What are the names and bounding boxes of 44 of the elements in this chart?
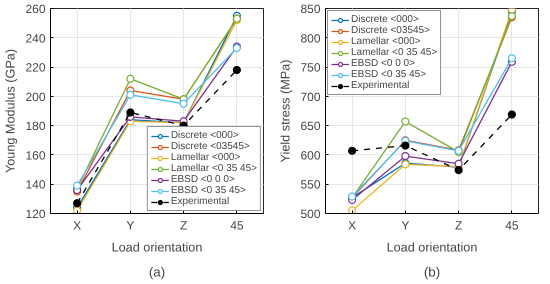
- legend-label: Discrete <000>: [351, 14, 419, 25]
- x-tick-label: X: [73, 218, 82, 232]
- legend-label: Lamellar <0 35 45>: [351, 47, 438, 58]
- legend-label: Discrete <000>: [170, 130, 239, 141]
- y-tick-label: 180: [25, 119, 46, 134]
- y-tick-label: 220: [25, 60, 46, 75]
- y-tick-label: 650: [300, 119, 321, 134]
- y-tick-label: 140: [25, 178, 46, 192]
- legend-label: EBSD <0 0 0>: [170, 174, 235, 185]
- text: (b): [424, 264, 440, 280]
- y-tick-label: 500: [300, 207, 321, 221]
- y-tick-label: 600: [300, 148, 321, 162]
- legend-label: Lamellar <000>: [170, 152, 240, 163]
- legend-label: Lamellar <0 35 45>: [170, 163, 257, 174]
- x-tick-label: 45: [505, 218, 519, 232]
- y-tick-label: 200: [25, 90, 46, 104]
- legend-label: Lamellar <000>: [351, 36, 420, 47]
- legend-label: EBSD <0 35 45>: [351, 69, 426, 80]
- legend-label: Experimental: [351, 80, 410, 91]
- legend-label: Discrete <03545>: [170, 141, 250, 152]
- y-tick-label: 160: [25, 148, 46, 162]
- y-tick-label: 850: [300, 2, 321, 16]
- x-tick-label: X: [348, 218, 356, 232]
- legend-label: EBSD <0 0 0>: [351, 58, 415, 69]
- y-tick-label: 700: [300, 90, 321, 104]
- y-tick-label: 260: [25, 2, 46, 16]
- y-axis-title: Young Modulus (GPa): [3, 48, 18, 174]
- x-tick-label: Z: [454, 218, 462, 232]
- x-axis-title: Load orientation: [112, 240, 202, 254]
- legend-label: Discrete <03545>: [351, 25, 430, 36]
- y-tick-label: 240: [25, 31, 46, 46]
- x-tick-label: 45: [230, 218, 244, 232]
- x-tick-label: Z: [180, 218, 188, 232]
- x-axis-title: Load orientation: [386, 240, 478, 254]
- y-tick-label: 120: [25, 207, 46, 221]
- y-tick-label: 750: [300, 60, 321, 75]
- x-tick-label: Y: [401, 218, 410, 232]
- y-tick-label: 550: [300, 178, 321, 192]
- x-tick-label: Y: [126, 218, 134, 232]
- y-axis-title: Yield stress (MPa): [278, 60, 292, 162]
- y-tick-label: 800: [300, 31, 321, 46]
- legend-label: EBSD <0 35 45>: [170, 185, 246, 196]
- legend-label: Experimental: [170, 196, 230, 207]
- text: (a): [148, 264, 166, 280]
